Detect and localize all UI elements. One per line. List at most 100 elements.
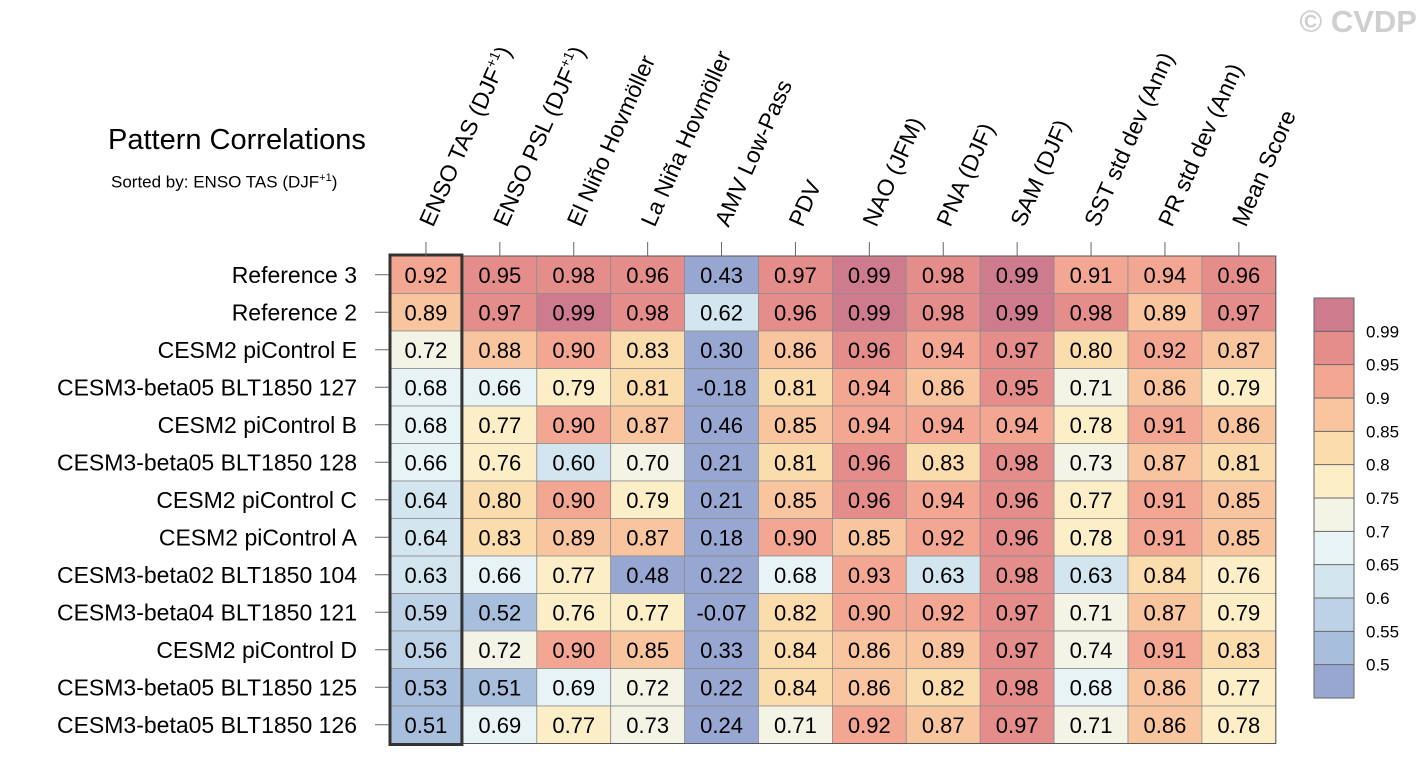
- heatmap-cell: [832, 630, 907, 669]
- cell-value: 0.93: [848, 563, 891, 588]
- colorbar-segment: [1314, 664, 1354, 698]
- cell-value: 0.97: [774, 263, 817, 288]
- heatmap-cell: [1053, 630, 1129, 669]
- cell-value: 0.18: [700, 525, 743, 550]
- heatmap-cell: [832, 593, 907, 632]
- heatmap-cell: [1053, 705, 1129, 744]
- heatmap-cell: [684, 443, 759, 482]
- heatmap-cell: [1053, 330, 1129, 369]
- cell-value: 0.98: [996, 675, 1039, 700]
- colorbar-segment: [1314, 298, 1354, 332]
- cell-value: 0.94: [848, 413, 891, 438]
- cell-value: 0.90: [552, 413, 595, 438]
- heatmap-cell: [1127, 555, 1203, 594]
- cell-value: 0.96: [996, 488, 1039, 513]
- cell-value: 0.95: [996, 375, 1039, 400]
- cell-value: 0.81: [626, 375, 669, 400]
- row-label: CESM2 piControl C: [156, 487, 357, 513]
- cell-value: 0.24: [700, 713, 743, 738]
- heatmap-cell: [905, 405, 981, 444]
- watermark: © CVDP: [1299, 4, 1417, 39]
- heatmap-cell: [979, 593, 1055, 632]
- heatmap-cell: [979, 330, 1055, 369]
- cell-value: -0.07: [696, 600, 746, 625]
- cell-value: 0.79: [552, 375, 595, 400]
- cell-value: 0.68: [405, 375, 448, 400]
- heatmap-cell: [536, 443, 612, 482]
- heatmap-cell: [905, 255, 981, 294]
- heatmap-cell: [905, 630, 981, 669]
- cell-value: 0.77: [552, 563, 595, 588]
- heatmap-cell: [1053, 255, 1129, 294]
- column-label: PNA (DJF): [931, 119, 999, 230]
- cell-value: 0.72: [478, 638, 521, 663]
- heatmap-cell: [758, 480, 833, 519]
- heatmap-cell: [1053, 555, 1129, 594]
- cell-value: 0.87: [626, 413, 669, 438]
- colorbar-label: 0.9: [1366, 389, 1390, 408]
- heatmap-cell: [1127, 668, 1203, 707]
- heatmap-cell: [1053, 368, 1129, 407]
- cell-value: 0.89: [1144, 300, 1187, 325]
- cell-value: 0.86: [848, 675, 891, 700]
- column-label: Mean Score: [1227, 106, 1301, 230]
- cell-value: 0.76: [1217, 563, 1260, 588]
- colorbar-segment: [1314, 464, 1354, 498]
- cell-value: 0.68: [405, 413, 448, 438]
- heatmap-cell: [610, 293, 686, 332]
- heatmap-cell: [388, 518, 464, 557]
- cell-value: 0.85: [1217, 525, 1260, 550]
- cell-value: 0.97: [996, 600, 1039, 625]
- cell-value: 0.96: [774, 300, 817, 325]
- cell-value: 0.92: [405, 263, 448, 288]
- cell-value: 0.63: [405, 563, 448, 588]
- row-label: CESM3-beta04 BLT1850 121: [57, 599, 357, 625]
- cell-value: 0.71: [1070, 713, 1113, 738]
- cell-value: 0.76: [478, 450, 521, 475]
- cell-value: 0.90: [552, 638, 595, 663]
- cell-value: 0.66: [478, 375, 521, 400]
- chart-title: Pattern Correlations: [108, 124, 366, 156]
- cell-value: 0.81: [1217, 450, 1260, 475]
- colorbar-label: 0.5: [1366, 656, 1390, 675]
- colorbar-segment: [1314, 631, 1354, 665]
- cell-value: 0.72: [626, 675, 669, 700]
- cell-value: 0.79: [626, 488, 669, 513]
- heatmap-cell: [1127, 705, 1203, 744]
- cell-value: 0.91: [1144, 488, 1187, 513]
- cell-value: 0.92: [922, 600, 965, 625]
- cell-value: 0.86: [1144, 375, 1187, 400]
- cell-value: 0.21: [700, 450, 743, 475]
- row-label: Reference 3: [232, 262, 357, 288]
- cell-value: 0.90: [848, 600, 891, 625]
- heatmap-cell: [684, 555, 759, 594]
- heatmap-cell: [758, 630, 833, 669]
- cell-value: 0.98: [552, 263, 595, 288]
- heatmap-cell: [610, 705, 686, 744]
- heatmap-cell: [979, 480, 1055, 519]
- cell-value: 0.87: [922, 713, 965, 738]
- heatmap-cell: [832, 255, 907, 294]
- cell-value: 0.82: [922, 675, 965, 700]
- colorbar-segment: [1314, 598, 1354, 632]
- heatmap-cell: [684, 705, 759, 744]
- heatmap-cell: [1201, 705, 1277, 744]
- heatmap-cell: [832, 705, 907, 744]
- cell-value: 0.73: [1070, 450, 1113, 475]
- cell-value: 0.64: [405, 525, 448, 550]
- cell-value: 0.71: [1070, 600, 1113, 625]
- heatmap-cell: [832, 330, 907, 369]
- cell-value: 0.78: [1070, 525, 1113, 550]
- heatmap-cell: [610, 668, 686, 707]
- cell-value: 0.96: [996, 525, 1039, 550]
- cell-value: 0.87: [1217, 338, 1260, 363]
- cell-value: 0.43: [700, 263, 743, 288]
- colorbar-segment: [1314, 431, 1354, 465]
- cell-value: 0.97: [996, 638, 1039, 663]
- heatmap-cell: [832, 518, 907, 557]
- heatmap-cell: [979, 630, 1055, 669]
- cell-value: 0.85: [848, 525, 891, 550]
- cell-value: 0.76: [552, 600, 595, 625]
- cell-value: 0.92: [848, 713, 891, 738]
- cell-value: 0.89: [552, 525, 595, 550]
